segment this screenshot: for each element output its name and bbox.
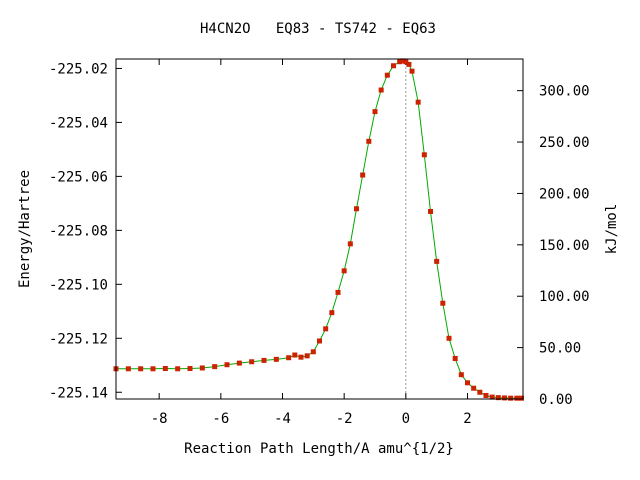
- data-point: [249, 359, 255, 365]
- y2-tick-label: 0.00: [539, 392, 573, 408]
- data-point: [502, 395, 507, 401]
- y2-tick-label: 100.00: [539, 289, 590, 305]
- x-tick-label: -6: [212, 411, 229, 427]
- data-point: [236, 360, 242, 366]
- data-point: [421, 152, 427, 158]
- y-tick-label: -225.14: [49, 385, 108, 401]
- data-point: [273, 356, 279, 362]
- data-point: [335, 289, 341, 295]
- data-point: [292, 352, 298, 358]
- y-tick-label: -225.04: [49, 115, 108, 131]
- data-point: [341, 268, 347, 274]
- data-point: [187, 366, 193, 372]
- energy-curve: [116, 60, 522, 399]
- x-ticks: -8 -6 -4 -2 0 2: [151, 59, 472, 427]
- data-point: [489, 394, 495, 400]
- data-point: [323, 326, 329, 332]
- plot-frame: [115, 58, 524, 400]
- data-points: [113, 58, 524, 401]
- data-point: [465, 380, 470, 386]
- x-tick-label: -4: [274, 411, 291, 427]
- y2-tick-label: 50.00: [539, 341, 581, 357]
- data-point: [378, 87, 384, 93]
- data-point: [150, 366, 156, 372]
- data-point: [409, 68, 415, 74]
- data-point: [428, 208, 433, 214]
- data-point: [495, 395, 501, 401]
- y2-tick-label: 300.00: [539, 84, 590, 100]
- data-point: [199, 365, 205, 371]
- data-point: [483, 392, 489, 398]
- y-tick-label: -225.10: [49, 277, 108, 293]
- data-point: [477, 389, 483, 395]
- y-axis-label: Energy/Hartree: [17, 170, 33, 288]
- data-point: [310, 349, 316, 355]
- data-point: [162, 366, 168, 372]
- data-point: [518, 395, 524, 401]
- y2-tick-label: 200.00: [539, 186, 590, 202]
- data-point: [508, 395, 514, 401]
- chart-title: H4CN2O EQ83 - TS742 - EQ63: [200, 21, 436, 37]
- data-point: [446, 335, 452, 341]
- data-point: [434, 258, 440, 264]
- data-point: [286, 355, 292, 361]
- x-tick-label: 0: [402, 411, 410, 427]
- y-tick-label: -225.02: [49, 61, 108, 77]
- data-point: [514, 395, 520, 401]
- data-point: [212, 364, 218, 370]
- y-ticks: -225.14 -225.12 -225.10 -225.08 -225.06 -225.…: [49, 61, 122, 401]
- data-point: [406, 61, 412, 67]
- y2-tick-label: 150.00: [539, 238, 590, 254]
- y2-axis-label: kJ/mol: [604, 204, 620, 255]
- data-point: [391, 63, 396, 69]
- data-point: [304, 353, 310, 359]
- data-point: [175, 366, 181, 372]
- data-point: [372, 109, 378, 115]
- x-tick-label: 2: [463, 411, 471, 427]
- y2-tick-label: 250.00: [539, 135, 590, 151]
- x-tick-label: -8: [151, 411, 168, 427]
- data-point: [471, 385, 477, 391]
- y-tick-label: -225.12: [49, 331, 108, 347]
- data-point: [347, 241, 353, 247]
- data-point: [317, 338, 322, 344]
- data-point: [397, 59, 403, 65]
- data-point: [458, 372, 464, 378]
- data-point: [125, 366, 131, 372]
- data-point: [452, 356, 458, 362]
- y-tick-label: -225.08: [49, 223, 108, 239]
- data-point: [403, 59, 409, 65]
- data-point: [224, 362, 230, 368]
- y2-ticks: 0.00 50.00 100.00 150.00 200.00 250.00 300.00: [517, 84, 590, 408]
- data-point: [298, 354, 304, 360]
- data-point: [400, 58, 406, 64]
- y-tick-label: -225.06: [49, 169, 108, 185]
- data-point: [360, 172, 366, 178]
- data-point: [366, 138, 372, 144]
- data-point: [354, 206, 359, 212]
- x-tick-label: -2: [336, 411, 353, 427]
- data-point: [329, 310, 335, 316]
- x-axis-label: Reaction Path Length/A amu^{1/2}: [184, 441, 454, 457]
- data-point: [261, 357, 267, 363]
- data-point: [440, 300, 446, 306]
- data-point: [384, 72, 390, 78]
- data-point: [415, 99, 421, 105]
- data-point: [138, 366, 144, 372]
